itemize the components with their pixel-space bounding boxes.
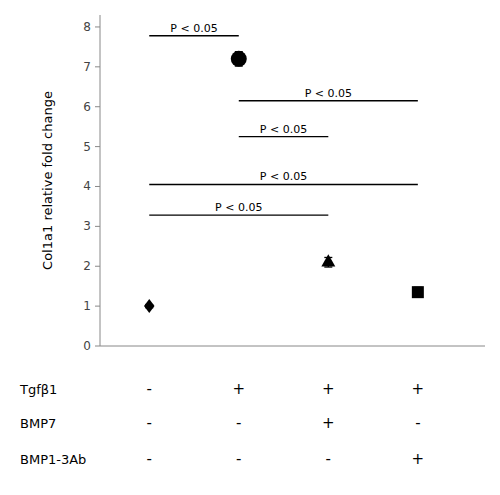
significance-label: P < 0.05 bbox=[260, 170, 307, 183]
table-row-label: BMP1-3Ab bbox=[20, 452, 86, 467]
x-axis-line bbox=[100, 346, 485, 347]
table-row-label: Tgfβ1 bbox=[19, 382, 57, 397]
significance-bar bbox=[149, 215, 328, 216]
y-tick bbox=[95, 346, 100, 347]
y-tick-label: 6 bbox=[83, 100, 91, 114]
table-sign: - bbox=[326, 450, 331, 468]
chart: 0 1 2 3 4 5 6 7 8 Col1a1 relative fold change P < … bbox=[0, 0, 500, 495]
table-sign: + bbox=[232, 380, 245, 398]
y-tick bbox=[95, 186, 100, 187]
significance-bar bbox=[149, 35, 239, 36]
point bbox=[144, 299, 155, 313]
table-row-label: BMP7 bbox=[20, 416, 56, 431]
y-tick bbox=[95, 146, 100, 147]
plot-area bbox=[144, 36, 424, 313]
table-sign: - bbox=[236, 414, 241, 432]
y-tick-label: 4 bbox=[83, 179, 91, 193]
table-sign: - bbox=[415, 414, 420, 432]
significance-label: P < 0.05 bbox=[305, 87, 352, 100]
y-tick-label: 1 bbox=[83, 299, 91, 313]
significance-label: P < 0.05 bbox=[215, 201, 262, 214]
significance-bar bbox=[239, 100, 418, 101]
y-tick bbox=[95, 106, 100, 107]
y-tick bbox=[95, 26, 100, 27]
y-tick-label: 7 bbox=[83, 60, 91, 74]
significance-label: P < 0.05 bbox=[260, 123, 307, 136]
significance-bar bbox=[149, 184, 418, 185]
table-sign: + bbox=[322, 414, 335, 432]
y-axis-label: Col1a1 relative fold change bbox=[40, 91, 55, 270]
y-tick bbox=[95, 226, 100, 227]
y-tick-label: 2 bbox=[83, 259, 91, 273]
background bbox=[0, 0, 500, 495]
y-tick-label: 8 bbox=[83, 20, 91, 34]
table-sign: + bbox=[412, 380, 425, 398]
point bbox=[231, 51, 247, 67]
point bbox=[321, 254, 335, 266]
significance-label: P < 0.05 bbox=[170, 22, 217, 35]
y-axis-line bbox=[100, 15, 101, 346]
table-sign: - bbox=[147, 380, 152, 398]
table-sign: - bbox=[147, 414, 152, 432]
table-sign: - bbox=[236, 450, 241, 468]
table-sign: + bbox=[322, 380, 335, 398]
y-tick-label: 5 bbox=[83, 140, 91, 154]
y-tick-label: 3 bbox=[83, 219, 91, 233]
y-tick-label: 0 bbox=[83, 339, 91, 353]
y-tick bbox=[95, 66, 100, 67]
significance-bar bbox=[239, 136, 329, 137]
point bbox=[412, 286, 424, 298]
y-tick bbox=[95, 306, 100, 307]
y-tick bbox=[95, 266, 100, 267]
table-sign: + bbox=[412, 450, 425, 468]
table-sign: - bbox=[147, 450, 152, 468]
